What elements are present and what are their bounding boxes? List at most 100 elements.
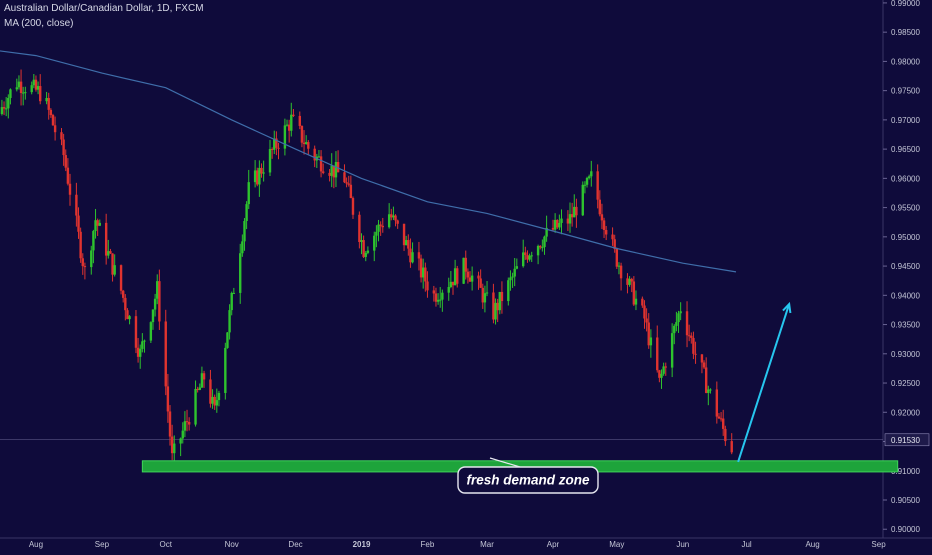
candle-body (126, 310, 129, 320)
x-tick-label: Nov (225, 540, 239, 549)
candle-body (68, 183, 72, 195)
candle-body (456, 268, 459, 284)
candle-body (15, 87, 19, 90)
candle-body (377, 224, 380, 232)
candle-body (404, 240, 408, 246)
candle-body (298, 115, 301, 126)
candle-body (513, 268, 516, 277)
y-tick-label: 0.92000 (891, 408, 920, 417)
candle-body (256, 170, 259, 185)
candle-body (470, 275, 474, 282)
candle-body (649, 337, 653, 346)
y-tick-label: 0.98500 (891, 28, 920, 37)
candle-body (362, 240, 365, 257)
y-tick-label: 0.93500 (891, 321, 920, 330)
candle-body (658, 370, 661, 378)
candle-body (434, 293, 438, 302)
candle-body (664, 366, 667, 368)
candle-body (364, 252, 367, 257)
candle-body (151, 309, 155, 323)
candle-body (619, 265, 623, 279)
candle-body (432, 290, 436, 294)
candle-body (273, 138, 276, 150)
candle-body (492, 292, 495, 320)
candle-body (51, 114, 55, 126)
candle-body (9, 89, 12, 98)
candle-body (215, 400, 219, 406)
candle-body (387, 214, 391, 228)
candle-body (685, 311, 689, 336)
candle-body (707, 389, 710, 393)
candle-body (536, 245, 540, 256)
candle-body (381, 225, 384, 228)
candle-body (526, 255, 529, 260)
candle-body (277, 147, 280, 149)
x-tick-label: May (609, 540, 624, 549)
candle-body (336, 161, 340, 173)
candle-body (243, 221, 246, 242)
candle-body (241, 241, 244, 254)
candle-body (300, 125, 304, 143)
candle-body (181, 430, 184, 439)
candle-body (270, 149, 274, 151)
candle-body (462, 257, 465, 284)
candle-body (209, 379, 212, 404)
y-tick-label: 0.94500 (891, 262, 920, 271)
candle-body (481, 287, 484, 303)
candle-body (90, 250, 93, 268)
candle-body (92, 231, 95, 251)
candle-body (436, 299, 440, 302)
candle-body (228, 310, 231, 333)
candle-body (4, 108, 8, 110)
candle-body (194, 388, 197, 425)
candle-body (692, 337, 695, 354)
candle-body (173, 443, 176, 454)
ma-200-line (0, 50, 737, 273)
x-tick-label: Feb (421, 540, 435, 549)
candle-body (239, 253, 242, 293)
moving-average-layer (0, 50, 737, 273)
candle-body (441, 292, 444, 300)
candle-body (730, 441, 733, 453)
candle-body (64, 155, 67, 168)
candle-body (643, 305, 646, 319)
x-tick-label: Apr (547, 540, 560, 549)
candle-body (394, 215, 397, 221)
candle-body (196, 388, 199, 390)
candle-body (613, 239, 616, 249)
chart-title: Australian Dollar/Canadian Dollar, 1D, F… (4, 3, 204, 14)
candle-body (109, 251, 112, 254)
candle-body (632, 281, 636, 305)
arrow-shaft[interactable] (737, 303, 791, 463)
candle-body (530, 255, 533, 257)
candle-body (702, 362, 706, 368)
y-tick-label: 0.94000 (891, 291, 920, 300)
callout-box[interactable] (457, 466, 599, 494)
candle-body (596, 171, 599, 200)
candle-body (679, 311, 682, 314)
candle-body (673, 325, 676, 334)
x-tick-label: Oct (160, 540, 173, 549)
candle-body (317, 156, 321, 158)
candle-body (700, 354, 704, 363)
candle-body (156, 281, 159, 299)
candle-body (32, 79, 36, 86)
candle-body (417, 252, 421, 259)
y-tick-label: 0.91000 (891, 467, 920, 476)
candle-body (466, 271, 470, 278)
candle-body (77, 215, 80, 232)
candle-body (149, 322, 153, 341)
candle-body (168, 411, 172, 437)
y-tick-label: 0.90000 (891, 525, 920, 534)
candle-body (360, 240, 363, 243)
candle-body (677, 313, 680, 323)
candle-body (409, 248, 412, 263)
y-tick-label: 0.98000 (891, 57, 920, 66)
candle-body (53, 125, 57, 133)
candle-body (581, 184, 584, 216)
candle-body (343, 172, 346, 183)
candle-body (283, 125, 287, 149)
candle-body (641, 298, 644, 306)
